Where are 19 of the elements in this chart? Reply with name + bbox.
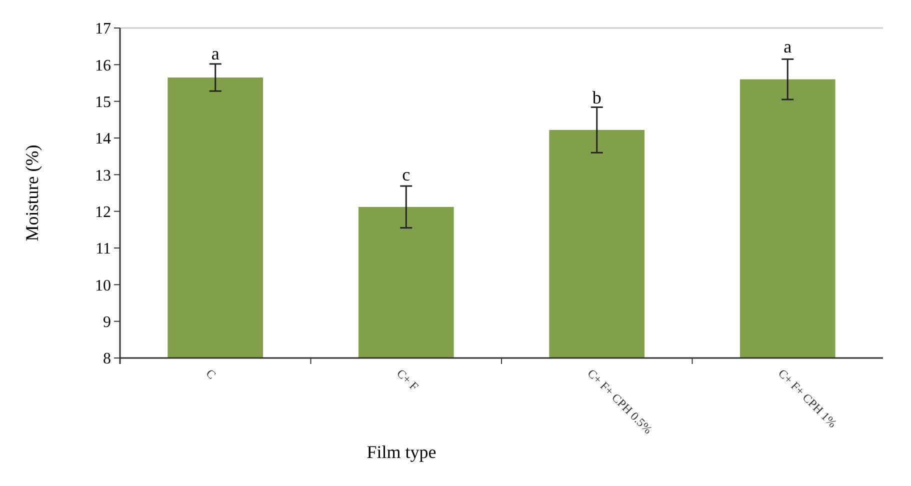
y-tick-label: 17 [95,20,111,38]
y-tick-label: 15 [95,94,111,111]
x-tick-label: C [203,366,219,382]
x-axis-title: Film type [366,442,436,462]
annotation: b [592,88,602,108]
y-tick-label: 14 [95,130,111,148]
y-tick-label: 13 [95,167,111,184]
x-tick-label: C+ F+ CPH 1% [776,366,840,430]
y-tick-label: 10 [95,277,111,294]
y-tick-label: 8 [103,350,111,368]
x-tick-label: C+ F [394,366,422,394]
annotation: a [784,36,792,56]
y-tick-label: 16 [95,57,111,74]
y-tick-label: 9 [103,314,111,331]
annotation: a [211,44,220,64]
y-tick-label: 11 [96,240,111,258]
y-axis-title: Moisture (%) [22,144,42,242]
y-tick-label: 12 [95,204,111,221]
annotation: c [402,164,410,185]
